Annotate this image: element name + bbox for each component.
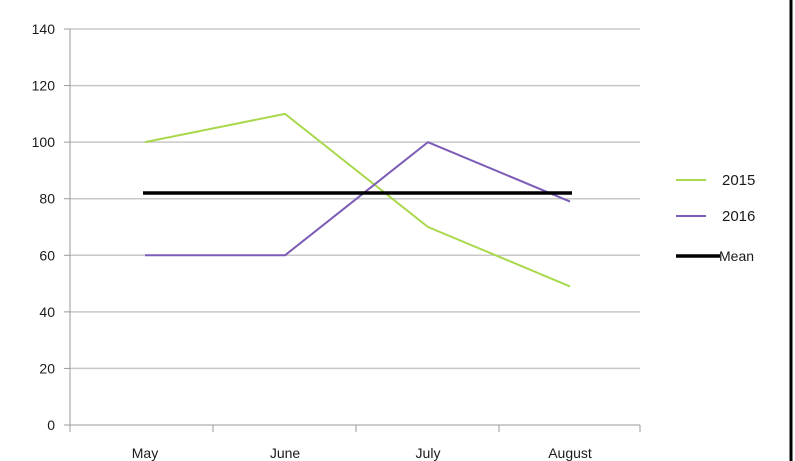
legend-label-2016: 2016 [722, 208, 755, 225]
x-tick-label-august: August [548, 445, 592, 461]
y-tick-label: 80 [39, 191, 55, 207]
y-tick-label: 0 [47, 417, 55, 433]
y-tick-label: 120 [32, 78, 56, 94]
y-tick-label: 60 [39, 247, 55, 263]
y-tick-labels: 0 20 40 60 80 100 120 140 [32, 21, 56, 433]
axes [64, 28, 641, 432]
series-line-2016 [145, 141, 571, 257]
y-tick-label: 40 [39, 304, 55, 320]
legend-label-2015: 2015 [722, 172, 755, 189]
y-tick-label: 20 [39, 360, 55, 376]
x-tick-label-may: May [132, 445, 158, 461]
series-lines [143, 112, 572, 288]
legend: 2015 2016 Mean [676, 172, 755, 264]
x-tick-label-july: July [416, 445, 441, 461]
y-tick-label: 140 [32, 21, 56, 37]
series-line-2015 [144, 112, 571, 288]
y-tick-label: 100 [32, 134, 56, 150]
legend-label-mean: Mean [719, 248, 754, 264]
x-tick-label-june: June [270, 445, 301, 461]
x-tick-labels: May June July August [132, 445, 592, 461]
